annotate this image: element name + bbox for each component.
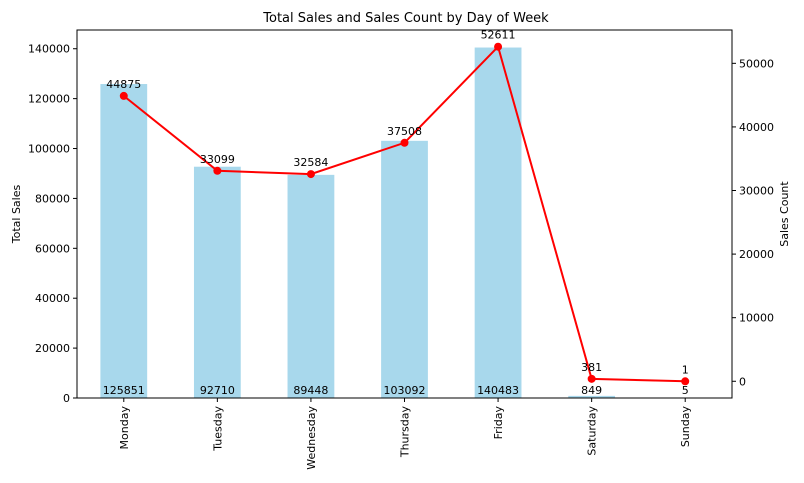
y-tick-label: 100000: [28, 143, 70, 156]
sales-count-point: [119, 91, 128, 100]
line-value-label: 52611: [481, 29, 516, 42]
sales-count-point: [681, 377, 690, 386]
x-tick-label: Thursday: [399, 406, 412, 459]
bar-labels-layer: 125851 92710 89448 103092 140483 849 5: [103, 384, 689, 397]
y-tick-label: 40000: [35, 292, 70, 305]
line-value-label: 37508: [387, 125, 422, 138]
bar-value-label: 5: [682, 384, 689, 397]
bar-value-label: 849: [581, 384, 602, 397]
bar-value-label: 125851: [103, 384, 145, 397]
bar-tuesday: [193, 166, 241, 398]
sales-count-point: [494, 42, 503, 51]
y-axis-label: Total Sales: [10, 185, 23, 245]
bar-value-label: 92710: [200, 384, 235, 397]
y-tick-label: 20000: [35, 342, 70, 355]
x-tick-label: Tuesday: [211, 406, 224, 452]
y-tick-label: 120000: [28, 93, 70, 106]
x-tick-label: Wednesday: [305, 406, 318, 470]
x-tick-label: Monday: [118, 406, 131, 450]
sales-count-point: [213, 166, 222, 175]
chart-title: Total Sales and Sales Count by Day of We…: [262, 11, 549, 26]
bar-value-label: 89448: [293, 384, 328, 397]
sales-count-point: [306, 170, 315, 179]
bars-layer: [100, 47, 709, 399]
y2-tick-label: 30000: [739, 185, 774, 198]
line-value-label: 381: [581, 361, 602, 374]
bar-thursday: [381, 140, 428, 398]
line-value-label: 1: [682, 363, 689, 376]
bar-friday: [474, 47, 522, 399]
line-value-label: 33099: [200, 153, 235, 166]
line-value-label: 44875: [106, 78, 141, 91]
bar-wednesday: [287, 174, 335, 398]
bar-monday: [100, 84, 148, 399]
x-tick-label: Sunday: [679, 406, 692, 448]
y2-tick-label: 50000: [739, 57, 774, 70]
sales-count-point: [400, 138, 409, 147]
y2-tick-label: 0: [739, 375, 746, 388]
y-tick-label: 60000: [35, 242, 70, 255]
sales-count-point: [587, 374, 596, 383]
y-tick-label: 80000: [35, 192, 70, 205]
y-tick-label: 140000: [28, 43, 70, 56]
line-layer: [119, 42, 690, 386]
bar-saturday: [568, 395, 616, 398]
axes-layer: 0200004000060000800001000001200001400000…: [28, 29, 774, 470]
line-labels-layer: 44875 33099 32584 37508 52611 381 1: [106, 29, 688, 377]
y-tick-label: 0: [63, 392, 70, 405]
x-tick-label: Friday: [492, 406, 505, 440]
y2-tick-label: 20000: [739, 248, 774, 261]
y2-tick-label: 10000: [739, 312, 774, 325]
x-tick-label: Saturday: [586, 406, 599, 456]
bar-value-label: 140483: [477, 384, 519, 397]
y2-axis-label: Sales Count: [778, 181, 791, 247]
bar-value-label: 103092: [384, 384, 426, 397]
y2-tick-label: 40000: [739, 121, 774, 134]
line-value-label: 32584: [293, 156, 328, 169]
